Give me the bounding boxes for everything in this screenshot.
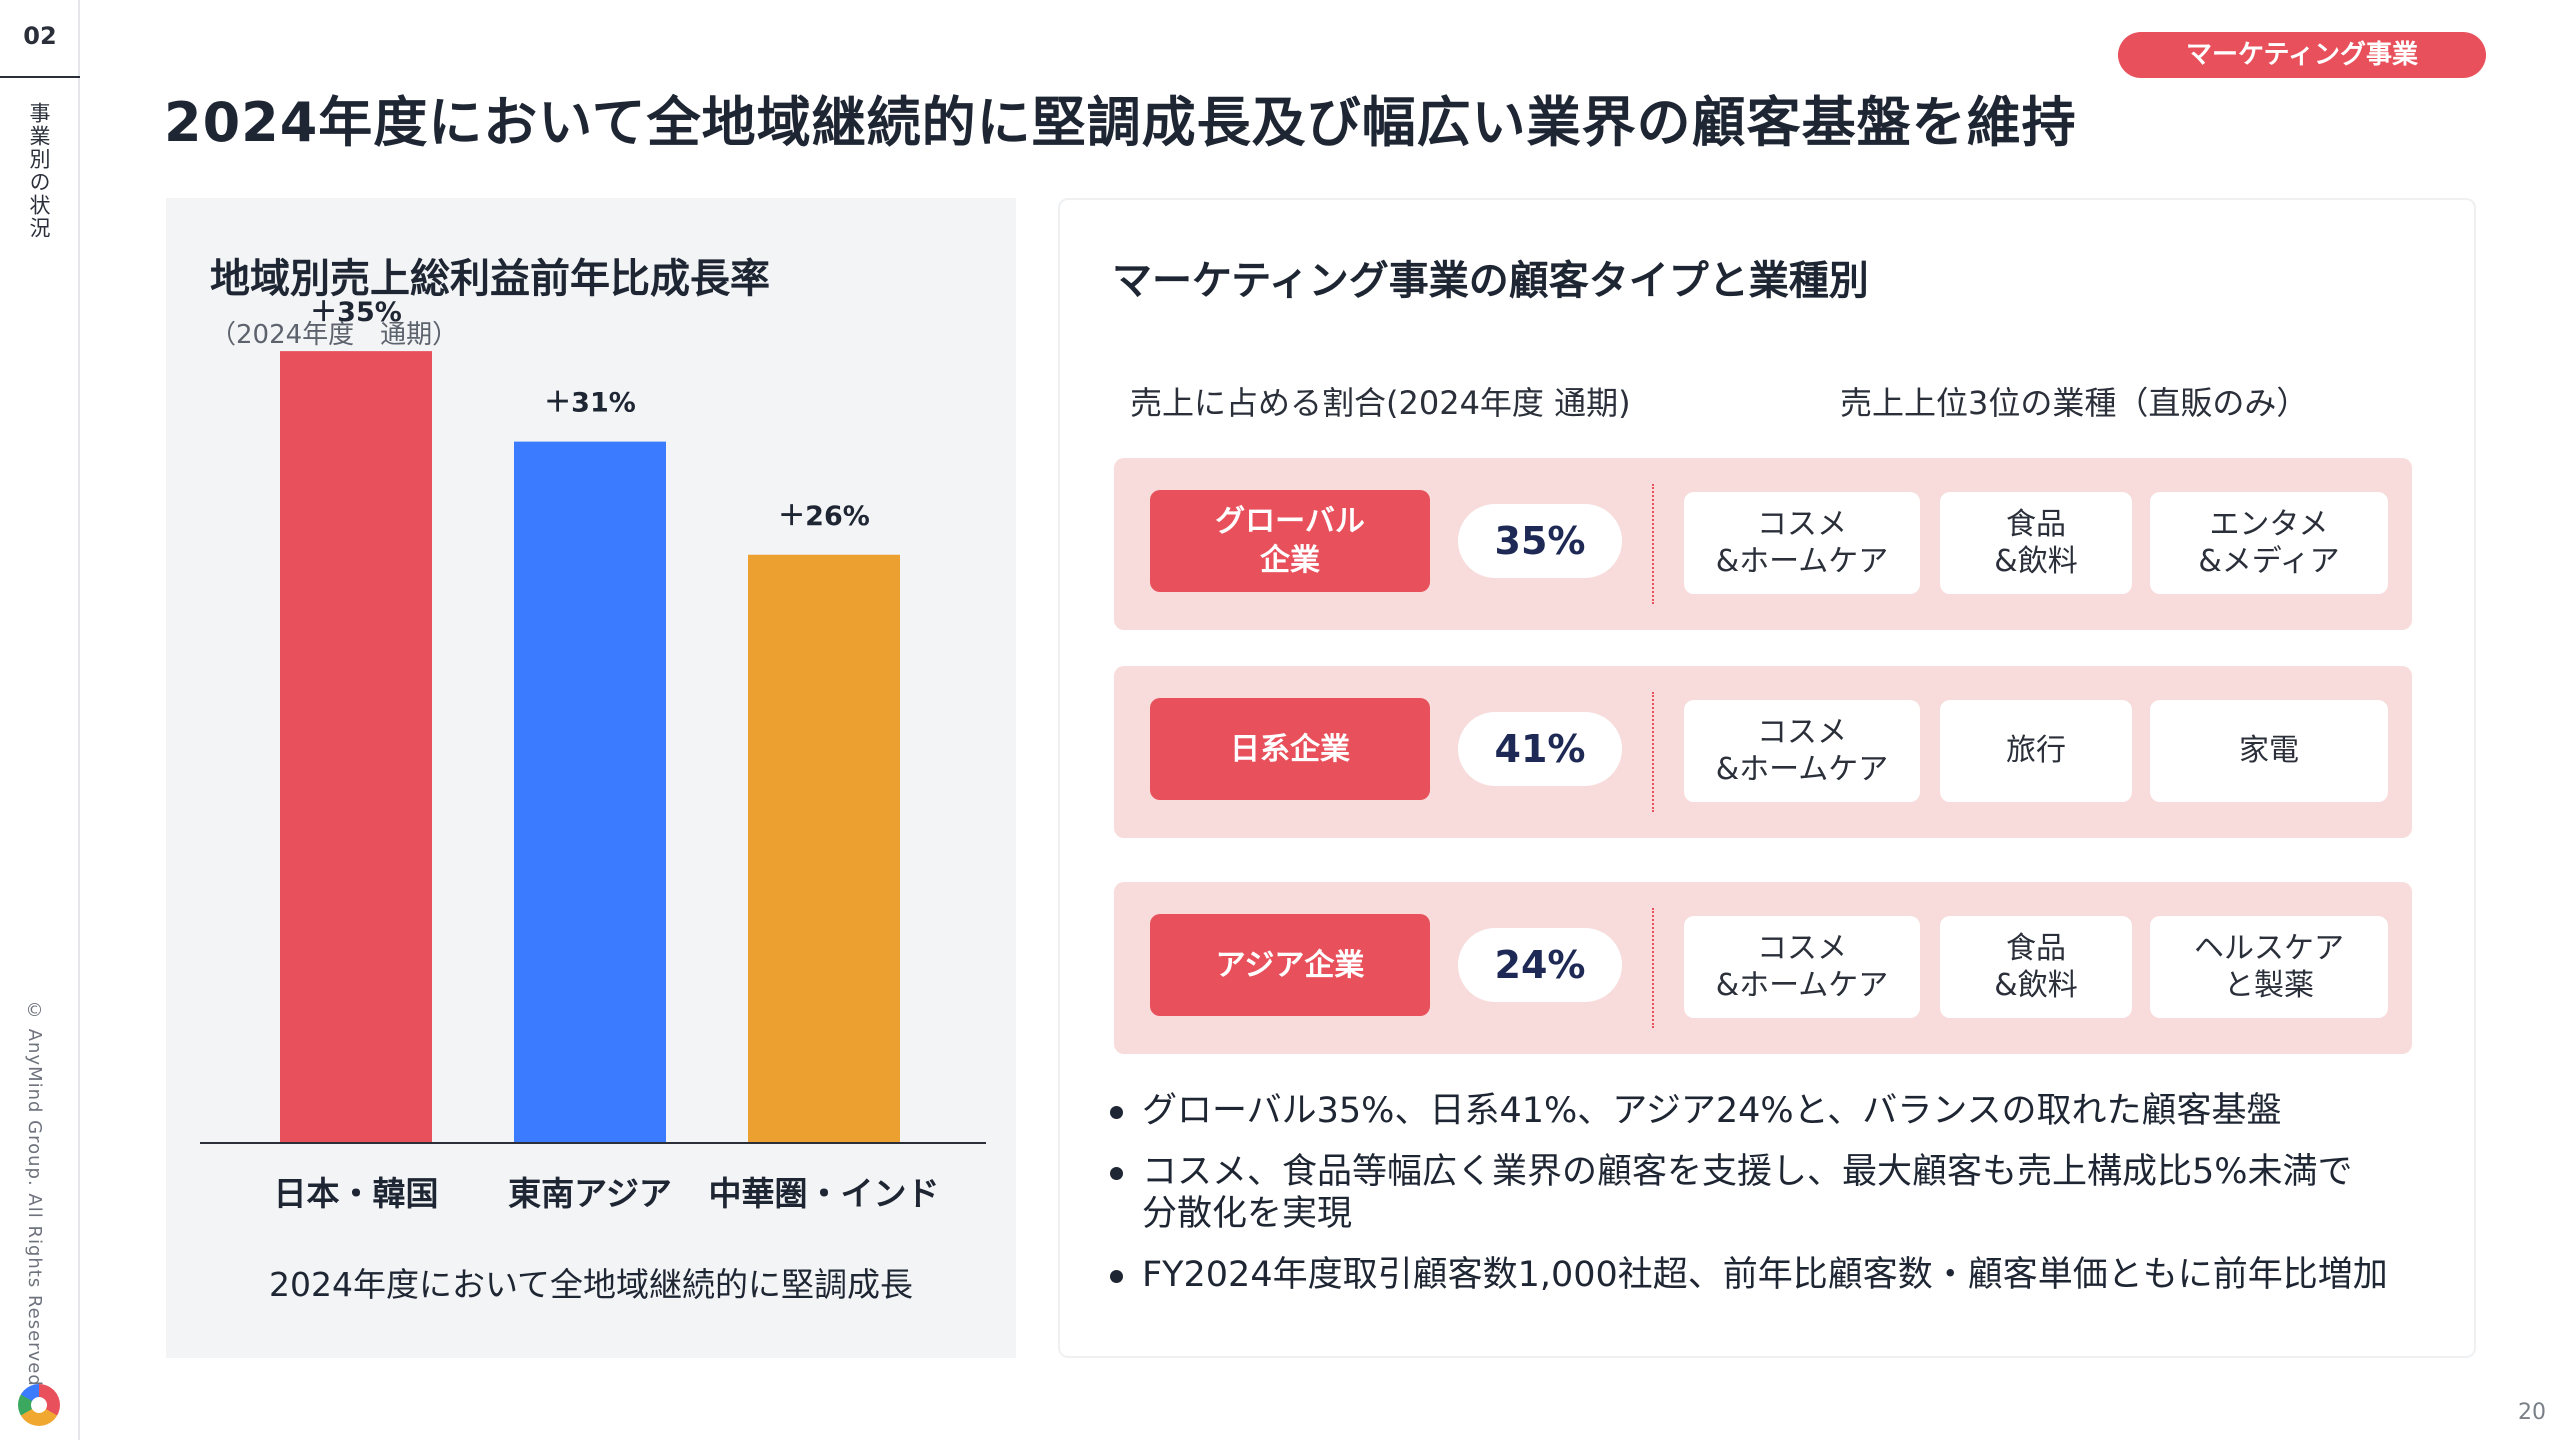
row-divider — [1652, 908, 1654, 1028]
category-label: 日本・韓国 — [274, 1174, 439, 1213]
growth-chart-panel: 地域別売上総利益前年比成長率 （2024年度 通期） ＋35% 日本・韓国 ＋31%… — [166, 198, 1016, 1358]
rail-divider — [0, 76, 80, 78]
chart-caption: 2024年度において全地域継続的に堅調成長 — [269, 1265, 913, 1304]
company-type-label: グローバル 企業 — [1150, 490, 1430, 592]
industry-chip: ヘルスケア と製薬 — [2150, 916, 2388, 1018]
industry-chip: コスメ &ホームケア — [1684, 492, 1920, 594]
industry-chip: 食品 &飲料 — [1940, 492, 2132, 594]
section-tag: マーケティング事業 — [2118, 32, 2486, 78]
bar-value-label: ＋31% — [544, 388, 636, 419]
category-label: 中華圏・インド — [709, 1174, 940, 1213]
copyright: © AnyMind Group. All Rights Reserved. — [24, 1000, 45, 1394]
page-title: 2024年度において全地域継続的に堅調成長及び幅広い業界の顧客基盤を維持 — [164, 91, 2077, 154]
summary-bullets: グローバル35%、日系41%、アジア24%と、バランスの取れた顧客基盤 コスメ、… — [1104, 1090, 2444, 1315]
industry-chip: コスメ &ホームケア — [1684, 916, 1920, 1018]
customer-row-japanese: 日系企業 41% コスメ &ホームケア 旅行 家電 — [1114, 666, 2412, 838]
bar-value-label: ＋26% — [778, 501, 870, 532]
industry-chip: 旅行 — [1940, 700, 2132, 802]
customer-panel-title: マーケティング事業の顧客タイプと業種別 — [1112, 258, 1869, 304]
growth-bar-chart: ＋35% 日本・韓国 ＋31% 東南アジア ＋26% 中華圏・インド — [200, 297, 986, 1213]
customer-row-asian: アジア企業 24% コスメ &ホームケア 食品 &飲料 ヘルスケア と製薬 — [1114, 882, 2412, 1054]
row-divider — [1652, 484, 1654, 604]
share-value: 35% — [1458, 504, 1622, 578]
row-divider — [1652, 692, 1654, 812]
bar-0 — [280, 351, 432, 1143]
chart-title: 地域別売上総利益前年比成長率 — [210, 256, 770, 302]
industry-column-header: 売上上位3位の業種（直販のみ） — [1840, 384, 2309, 422]
bullet-item: グローバル35%、日系41%、アジア24%と、バランスの取れた顧客基盤 — [1104, 1090, 2444, 1133]
side-rail: 02 事業別の状況 © AnyMind Group. All Rights Re… — [0, 0, 80, 1440]
bar-value-label: ＋35% — [310, 297, 402, 328]
company-logo-icon — [18, 1384, 60, 1426]
industry-chip: コスメ &ホームケア — [1684, 700, 1920, 802]
customer-type-panel: マーケティング事業の顧客タイプと業種別 売上に占める割合(2024年度 通期) … — [1058, 198, 2476, 1358]
bullet-item: FY2024年度取引顧客数1,000社超、前年比顧客数・顧客単価ともに前年比増加 — [1104, 1254, 2444, 1297]
industry-chip: 家電 — [2150, 700, 2388, 802]
company-type-label: 日系企業 — [1150, 698, 1430, 800]
share-column-header: 売上に占める割合(2024年度 通期) — [1130, 384, 1631, 422]
slide-number: 20 — [2518, 1400, 2546, 1425]
company-type-label: アジア企業 — [1150, 914, 1430, 1016]
bar-1 — [514, 441, 666, 1143]
bar-2 — [748, 554, 900, 1143]
bullet-item: コスメ、食品等幅広く業界の顧客を支援し、最大顧客も売上構成比5%未満で 分散化を… — [1104, 1151, 2444, 1236]
share-value: 41% — [1458, 712, 1622, 786]
industry-chip: エンタメ &メディア — [2150, 492, 2388, 594]
category-label: 東南アジア — [508, 1174, 672, 1213]
customer-row-global: グローバル 企業 35% コスメ &ホームケア 食品 &飲料 エンタメ &メディ… — [1114, 458, 2412, 630]
section-label: 事業別の状況 — [27, 102, 51, 240]
page-number: 02 — [23, 22, 57, 50]
chart-subtitle: （2024年度 通期） — [210, 320, 459, 350]
share-value: 24% — [1458, 928, 1622, 1002]
industry-chip: 食品 &飲料 — [1940, 916, 2132, 1018]
